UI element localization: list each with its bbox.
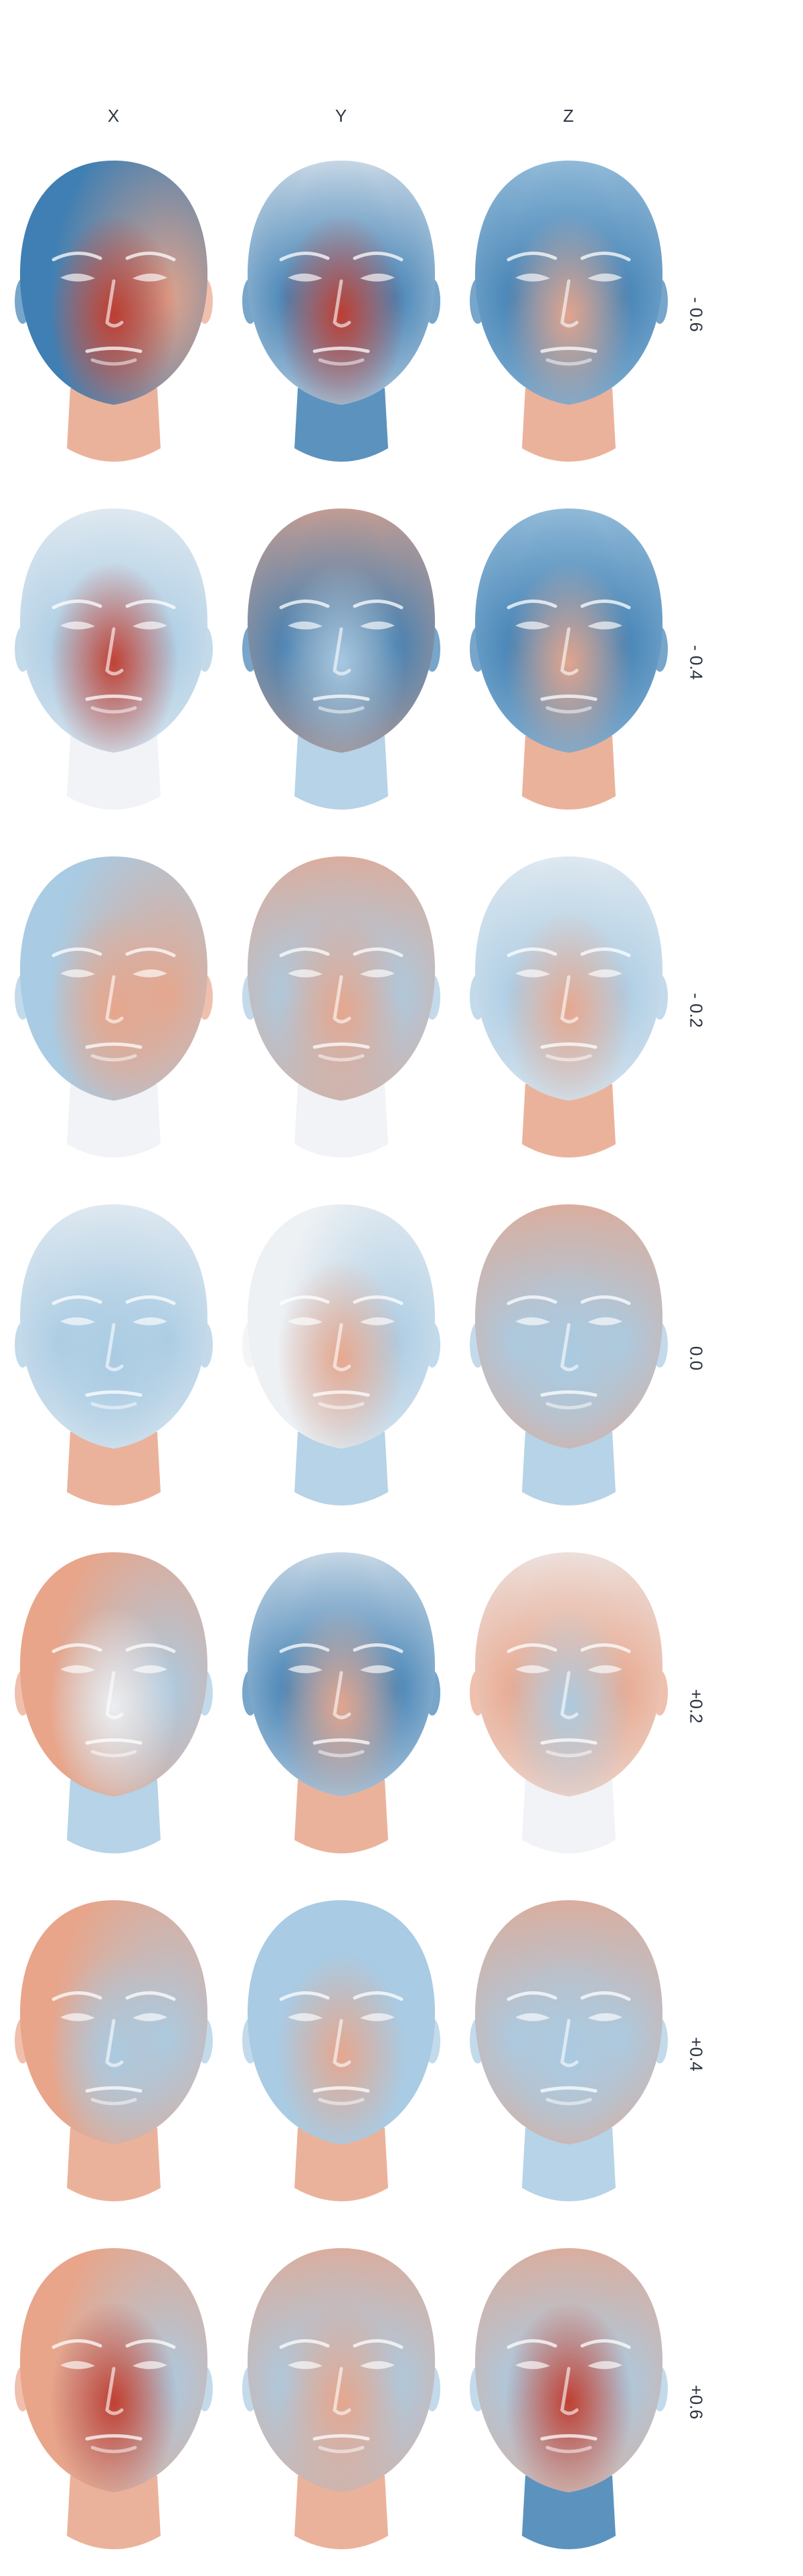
face-heatmap [242,1552,440,1853]
face-neck [294,2128,388,2201]
face-neck [294,1780,388,1853]
column-label-y: Y [335,106,348,126]
face-heatmap [242,161,440,462]
face-neck [522,388,616,462]
face-neck [67,388,161,462]
face-neck [67,1780,161,1853]
row-label-5: +0.2 [686,1689,707,1724]
face-neck [67,736,161,810]
face-neck [522,736,616,810]
face-heatmap [15,1552,213,1853]
face-heatmap [470,1204,668,1505]
face-neck [294,1084,388,1158]
face-heatmap [470,1900,668,2201]
face-heatmap [242,2248,440,2549]
face-neck [294,388,388,462]
face-neck [294,736,388,810]
face-neck [522,1432,616,1505]
face-heatmap [470,2248,668,2549]
row-label-3: - 0.2 [686,992,707,1028]
row-label-1: - 0.6 [686,296,707,333]
face-heatmap [242,509,440,810]
face-neck [522,1084,616,1158]
face-neck [294,1432,388,1505]
face-heatmap [470,856,668,1158]
face-heatmap [242,856,440,1158]
face-neck [522,2476,616,2549]
face-neck [67,1432,161,1505]
column-label-z: Z [563,106,575,126]
face-neck [522,1780,616,1853]
column-label-x: X [107,106,120,126]
face-neck [67,2128,161,2201]
face-heatmap [15,161,213,462]
face-heatmap [242,1900,440,2201]
face-neck [67,1084,161,1158]
face-heatmap [470,161,668,462]
face-neck [294,2476,388,2549]
face-heatmap [470,509,668,810]
row-label-7: +0.6 [686,2385,707,2419]
row-label-4: 0.0 [686,1346,707,1371]
face-neck [522,2128,616,2201]
face-heatmap [470,1552,668,1853]
face-neck [67,2476,161,2549]
face-heatmap [15,2248,213,2549]
face-heatmap [15,1204,213,1505]
face-heatmap [242,1204,440,1505]
face-heatmap [15,856,213,1158]
row-label-2: - 0.4 [686,644,707,680]
row-label-6: +0.4 [686,2037,707,2072]
face-heatmap [15,1900,213,2201]
face-heatmap [15,509,213,810]
